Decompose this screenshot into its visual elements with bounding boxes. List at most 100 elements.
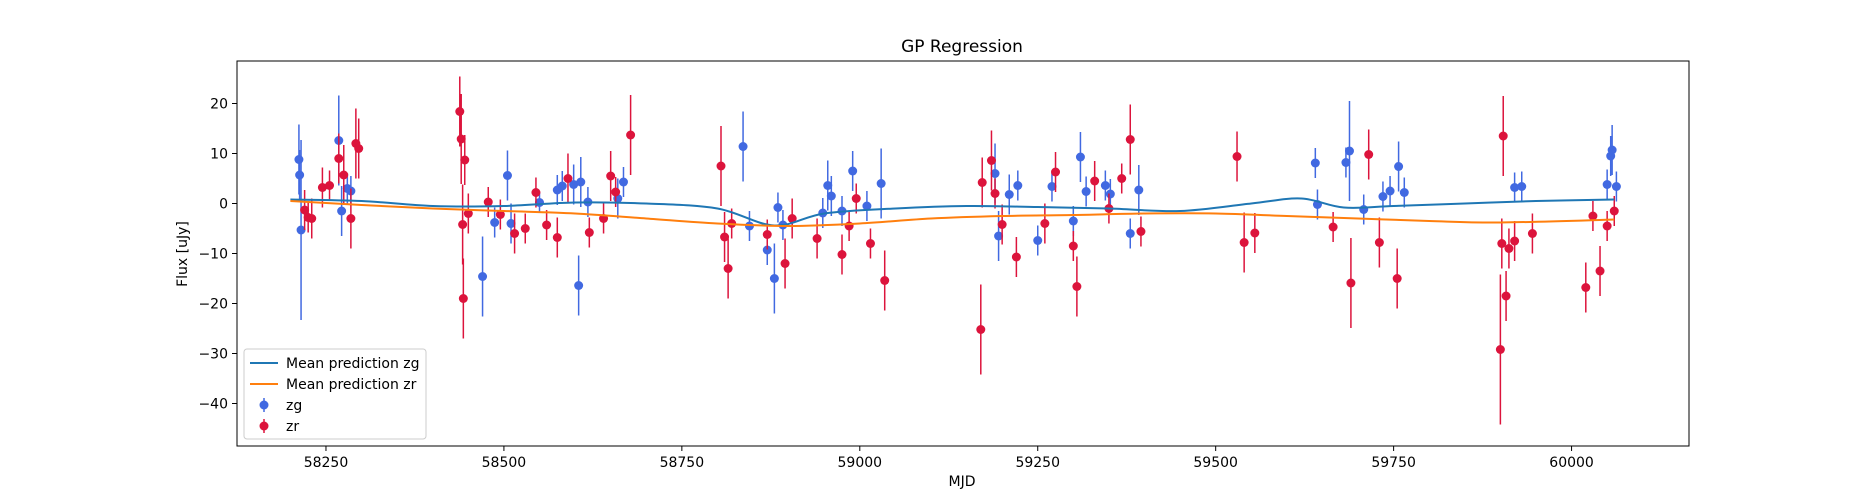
x-tick-label: 58250 (304, 455, 349, 471)
data-point-zg (490, 218, 500, 227)
data-point-zg (569, 180, 579, 189)
data-point-zg (769, 274, 779, 283)
x-tick-label: 60000 (1549, 455, 1594, 471)
x-tick-label: 59750 (1371, 455, 1416, 471)
data-point-zg (1510, 183, 1520, 192)
data-point-zg (506, 219, 516, 228)
data-point-zr (354, 144, 364, 153)
data-point-zr (584, 228, 594, 237)
data-point-zr (339, 170, 349, 180)
data-point-zr (495, 210, 505, 219)
data-point-zr (334, 154, 344, 163)
data-point-zg (1310, 158, 1320, 168)
chart-title: GP Regression (901, 37, 1023, 57)
data-point-zr (1232, 152, 1242, 161)
data-point-zr (1364, 150, 1374, 159)
series-zr (300, 76, 1619, 425)
x-tick-label: 58750 (660, 455, 705, 471)
data-point-zr (990, 189, 1000, 198)
data-point-zr (720, 232, 730, 242)
data-point-zr (1495, 345, 1505, 354)
data-point-zr (1051, 167, 1061, 177)
data-point-zr (1117, 174, 1127, 183)
data-point-zg (1004, 190, 1014, 199)
data-point-zr (851, 194, 861, 203)
data-point-zr (986, 156, 996, 165)
x-tick-label: 59000 (838, 455, 883, 471)
mean-prediction-zr-line (290, 200, 1615, 228)
data-point-zr (520, 224, 530, 233)
x-axis: 58250 58500 58750 59000 59250 59500 59750 60000 (304, 446, 1594, 471)
data-point-zr (865, 239, 875, 248)
data-point-zg (1602, 180, 1612, 189)
data-point-zg (618, 177, 628, 187)
y-tick-label: 0 (219, 197, 228, 213)
data-point-zr (1588, 211, 1598, 221)
data-point-zr (716, 161, 726, 171)
data-point-zg (823, 181, 833, 190)
legend-point-swatch (259, 400, 269, 410)
data-point-zr (1068, 241, 1078, 251)
legend-label: zg (286, 398, 302, 414)
data-point-zg (762, 245, 772, 255)
data-point-zr (1250, 228, 1260, 238)
data-point-zg (1359, 205, 1369, 214)
legend-box (243, 348, 427, 440)
plot-area (290, 76, 1621, 425)
x-tick-label: 59250 (1015, 455, 1060, 471)
data-point-zg (1134, 185, 1144, 195)
data-point-zg (848, 166, 858, 176)
y-tick-label: 10 (210, 147, 228, 163)
data-point-zr (458, 220, 468, 229)
data-point-zr (563, 174, 573, 183)
data-point-zg (994, 231, 1004, 241)
data-point-zr (458, 294, 468, 303)
data-point-zr (1501, 291, 1511, 301)
data-point-zg (1033, 236, 1043, 245)
legend-label: Mean prediction zr (286, 377, 417, 393)
data-point-zr (456, 134, 466, 144)
mean-prediction-zg-line (290, 197, 1615, 227)
data-point-zr (812, 234, 822, 243)
data-point-zr (1510, 236, 1520, 246)
data-point-zr (626, 130, 636, 140)
data-point-zr (1498, 131, 1508, 141)
data-point-zg (1607, 145, 1617, 155)
data-point-zr (1392, 274, 1402, 283)
y-tick-label: −30 (198, 347, 228, 363)
x-axis-label: MJD (949, 474, 976, 490)
data-point-zr (1090, 176, 1100, 186)
data-point-zr (346, 214, 356, 223)
data-point-zg (1611, 182, 1621, 191)
data-point-zg (1378, 192, 1388, 201)
data-point-zr (510, 229, 520, 238)
data-point-zr (1497, 239, 1507, 248)
data-point-zg (862, 201, 872, 211)
data-point-zr (977, 178, 987, 187)
data-point-zg (1125, 229, 1135, 238)
data-point-zg (576, 177, 586, 187)
y-axis-label: Flux [uJy] (175, 221, 191, 287)
data-point-zg (1100, 181, 1110, 190)
data-point-zg (1068, 216, 1078, 226)
data-point-zr (762, 230, 772, 239)
data-point-zr (531, 188, 541, 197)
data-point-zr (1011, 252, 1021, 262)
data-point-zg (1517, 182, 1527, 191)
data-point-zr (976, 325, 986, 334)
series-zg (294, 95, 1621, 320)
data-point-zr (997, 220, 1007, 229)
data-point-zr (1581, 283, 1591, 292)
data-point-zg (502, 171, 512, 180)
data-point-zr (1374, 238, 1384, 247)
legend-label: Mean prediction zg (286, 356, 420, 372)
data-point-zg (1399, 188, 1409, 197)
data-point-zg (1385, 186, 1395, 196)
data-point-zr (317, 183, 327, 192)
data-point-zg (295, 170, 305, 180)
data-point-zr (460, 155, 470, 165)
y-axis: 20 10 0 −10 −20 −30 −40 (198, 97, 237, 413)
data-point-zr (1239, 238, 1249, 247)
data-point-zr (483, 197, 493, 207)
